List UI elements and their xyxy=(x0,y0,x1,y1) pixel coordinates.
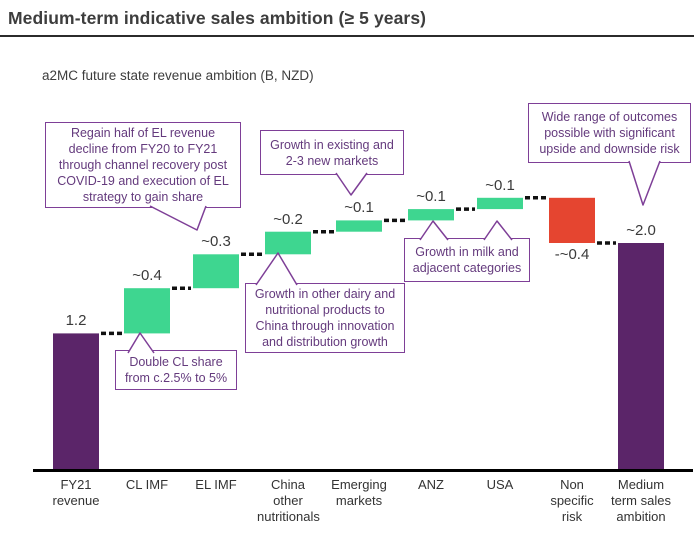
x-axis-label-2: EL IMF xyxy=(195,477,237,492)
callout-milk-adjacent: Growth in milk and adjacent categories xyxy=(404,238,530,282)
waterfall-bar-2 xyxy=(193,254,239,289)
waterfall-bar-4 xyxy=(336,220,382,232)
bar-value-label-3: ~0.2 xyxy=(273,210,303,228)
page-title: Medium-term indicative sales ambition (≥… xyxy=(8,8,427,28)
waterfall-bar-6 xyxy=(477,197,523,210)
callout-tail-anz xyxy=(419,220,449,241)
callout-el-imf: Regain half of EL revenue decline from F… xyxy=(45,122,241,208)
callout-tail-usa xyxy=(483,220,513,241)
x-axis-label-1: CL IMF xyxy=(125,477,169,492)
callout-tail-cl-imf xyxy=(127,332,155,354)
bar-value-label-5: ~0.1 xyxy=(416,188,446,206)
callout-china-other-nutritionals: Growth in other dairy and nutritional pr… xyxy=(245,283,405,353)
callout-tail-non-specific-risk xyxy=(628,160,661,206)
x-axis-label-6: USA xyxy=(486,477,514,492)
waterfall-bar-7 xyxy=(549,197,595,243)
waterfall-bar-5 xyxy=(408,209,454,221)
waterfall-bar-0 xyxy=(53,333,99,469)
bar-value-label-8: ~2.0 xyxy=(626,222,656,239)
bar-value-label-1: ~0.4 xyxy=(132,267,162,285)
callout-tail-china-other-nutritionals xyxy=(255,252,298,286)
callout-tail-emerging-markets xyxy=(335,172,368,196)
waterfall-bar-1 xyxy=(124,288,170,334)
callout-non-specific-risk: Wide range of outcomes possible with sig… xyxy=(528,103,691,163)
bar-value-label-2: ~0.3 xyxy=(201,233,231,251)
bar-value-label-6: ~0.1 xyxy=(485,176,515,194)
slide-header: Medium-term indicative sales ambition (≥… xyxy=(0,0,694,37)
x-axis-label-3: China other nutritionals xyxy=(257,477,320,524)
bar-value-label-7: -~0.4 xyxy=(554,246,590,263)
bar-value-label-0: 1.2 xyxy=(65,312,87,330)
callout-tail-el-imf xyxy=(149,205,207,231)
x-axis-label-8: Medium term sales ambition xyxy=(611,477,671,524)
x-axis-label-4: Emerging markets xyxy=(331,477,387,508)
x-axis-label-0: FY21 revenue xyxy=(52,477,100,508)
waterfall-bar-8 xyxy=(618,243,664,469)
callout-emerging-markets: Growth in existing and 2-3 new markets xyxy=(260,130,404,175)
x-axis-label-5: ANZ xyxy=(418,477,444,492)
waterfall-bar-3 xyxy=(265,231,311,255)
bar-value-label-4: ~0.1 xyxy=(344,199,374,217)
callout-cl-imf: Double CL share from c.2.5% to 5% xyxy=(115,350,237,390)
chart-subtitle: a2MC future state revenue ambition (B, N… xyxy=(42,68,314,83)
x-axis-label-7: Non specific risk xyxy=(550,477,594,524)
